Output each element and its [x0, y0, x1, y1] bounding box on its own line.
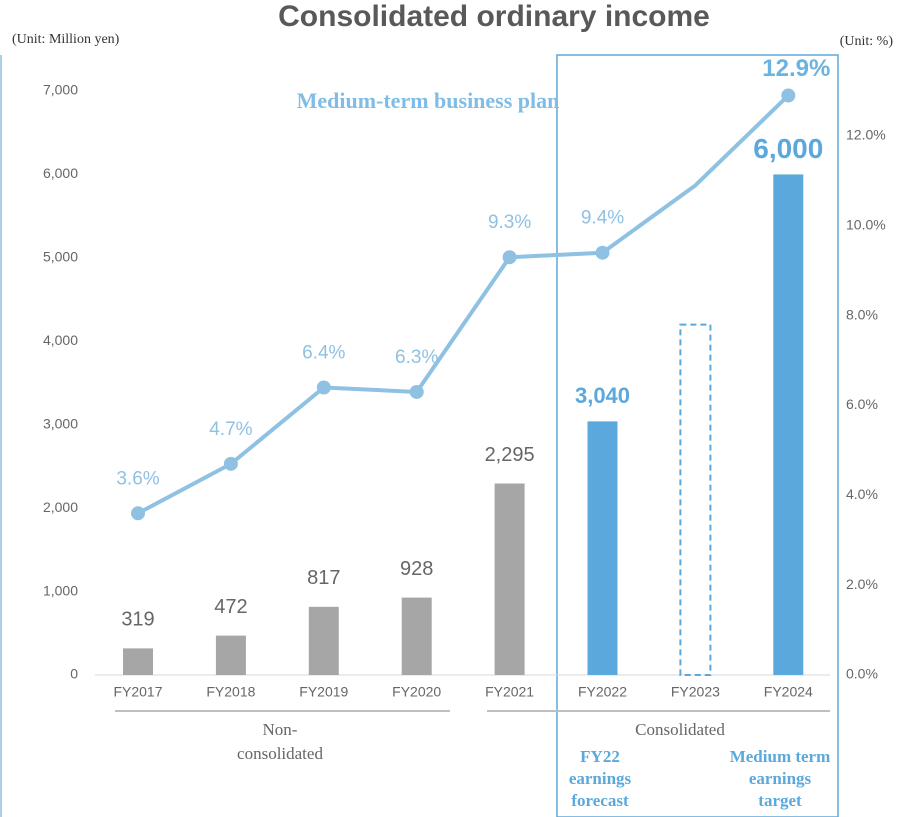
- bar-label: 2,295: [485, 444, 535, 466]
- y2-tick-label: 8.0%: [846, 306, 878, 322]
- x-tick-label: FY2023: [671, 684, 720, 700]
- group-label-line: Non-: [263, 720, 298, 739]
- annotation-line: Medium-term business plan: [297, 88, 560, 113]
- bar-label: 6,000: [753, 133, 823, 164]
- bar-label: 472: [214, 596, 247, 618]
- y-tick-label: 0: [70, 666, 78, 682]
- annotation: Medium-term business plan: [297, 88, 560, 113]
- plan-box: [556, 54, 839, 817]
- x-tick-label: FY2020: [392, 684, 441, 700]
- x-tick-label: FY2017: [113, 684, 162, 700]
- ratio-marker: [502, 250, 517, 265]
- y2-tick-label: 0.0%: [846, 666, 878, 682]
- ratio-label: 3.6%: [116, 468, 159, 489]
- bar: [773, 174, 804, 675]
- y2-tick-label: 12.0%: [846, 127, 886, 143]
- y2-tick-label: 4.0%: [846, 486, 878, 502]
- ratio-marker: [781, 88, 796, 103]
- bar: [308, 606, 339, 675]
- y-tick-label: 2,000: [43, 499, 78, 515]
- ratio-label: 6.3%: [395, 347, 438, 368]
- ratio-label: 9.3%: [488, 212, 531, 233]
- group-label: Non-consolidated: [237, 720, 323, 763]
- x-tick-label: FY2021: [485, 684, 534, 700]
- bar-label: 3,040: [575, 383, 630, 408]
- note-line: Medium term: [730, 747, 831, 766]
- y-tick-label: 4,000: [43, 332, 78, 348]
- x-tick-label: FY2024: [764, 684, 813, 700]
- ratio-label: 6.4%: [302, 343, 345, 364]
- ratio-marker: [131, 506, 145, 521]
- y-unit: (Unit: Million yen): [12, 32, 120, 47]
- y-tick-label: 6,000: [43, 165, 78, 181]
- note-line: target: [758, 791, 802, 810]
- x-tick-label: FY2019: [299, 684, 348, 700]
- note: FY22 earnings forecast: [569, 747, 632, 810]
- y2-tick-label: 10.0%: [846, 216, 886, 232]
- y-tick-label: 1,000: [43, 582, 78, 598]
- bar: [123, 648, 153, 675]
- bar: [494, 483, 525, 675]
- ratio-marker: [409, 384, 424, 399]
- ratio-label: 9.4%: [581, 208, 624, 229]
- x-tick-label: FY2022: [578, 684, 627, 700]
- ratio-line: [137, 94, 790, 516]
- x-tick-label: FY2018: [206, 684, 255, 700]
- ratio-label: 12.9%: [762, 55, 830, 82]
- chart-title: Consolidated ordinary income: [278, 0, 710, 33]
- bar: [587, 421, 618, 675]
- note-line: forecast: [571, 791, 629, 810]
- y2-tick-label: 6.0%: [846, 396, 878, 412]
- y-tick-label: 7,000: [43, 82, 78, 98]
- group-label: Consolidated: [635, 720, 725, 739]
- ratio-label: 4.7%: [209, 419, 252, 440]
- ratio-marker: [595, 245, 610, 260]
- note: Medium term earnings target: [730, 747, 831, 810]
- y-tick-label: 3,000: [43, 415, 78, 431]
- bar: [401, 597, 432, 675]
- bar: [215, 635, 246, 675]
- y2-unit: (Unit: %): [840, 34, 894, 49]
- note-line: earnings: [749, 769, 812, 788]
- note-line: earnings: [569, 769, 632, 788]
- ratio-marker: [316, 380, 331, 395]
- note-line: FY22: [580, 747, 620, 766]
- ratio-marker: [223, 456, 238, 471]
- y2-tick-label: 2.0%: [846, 576, 878, 592]
- y-tick-label: 5,000: [43, 249, 78, 265]
- bar-label: 928: [400, 558, 433, 580]
- bar-label: 319: [121, 609, 154, 631]
- bar-label: 817: [307, 567, 340, 589]
- bar-outline: [679, 323, 712, 676]
- group-label-line: consolidated: [237, 744, 323, 763]
